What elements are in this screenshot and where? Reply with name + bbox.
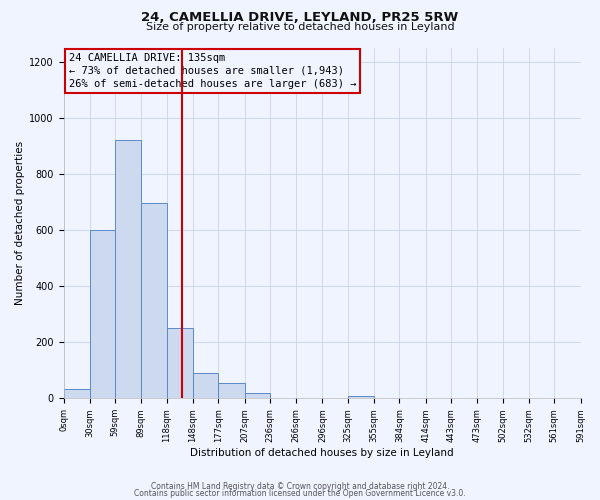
Text: 24 CAMELLIA DRIVE: 135sqm
← 73% of detached houses are smaller (1,943)
26% of se: 24 CAMELLIA DRIVE: 135sqm ← 73% of detac… — [68, 53, 356, 89]
Bar — [90, 230, 115, 398]
Bar — [193, 373, 218, 398]
Text: Contains HM Land Registry data © Crown copyright and database right 2024.: Contains HM Land Registry data © Crown c… — [151, 482, 449, 491]
Text: 24, CAMELLIA DRIVE, LEYLAND, PR25 5RW: 24, CAMELLIA DRIVE, LEYLAND, PR25 5RW — [142, 11, 458, 24]
Text: Contains public sector information licensed under the Open Government Licence v3: Contains public sector information licen… — [134, 489, 466, 498]
Bar — [167, 328, 193, 398]
Bar — [64, 388, 90, 398]
Bar — [115, 140, 142, 398]
Bar — [218, 383, 245, 398]
Bar — [348, 396, 374, 398]
Y-axis label: Number of detached properties: Number of detached properties — [15, 141, 25, 305]
Bar — [142, 204, 167, 398]
Text: Size of property relative to detached houses in Leyland: Size of property relative to detached ho… — [146, 22, 454, 32]
Bar — [245, 392, 270, 398]
X-axis label: Distribution of detached houses by size in Leyland: Distribution of detached houses by size … — [190, 448, 454, 458]
